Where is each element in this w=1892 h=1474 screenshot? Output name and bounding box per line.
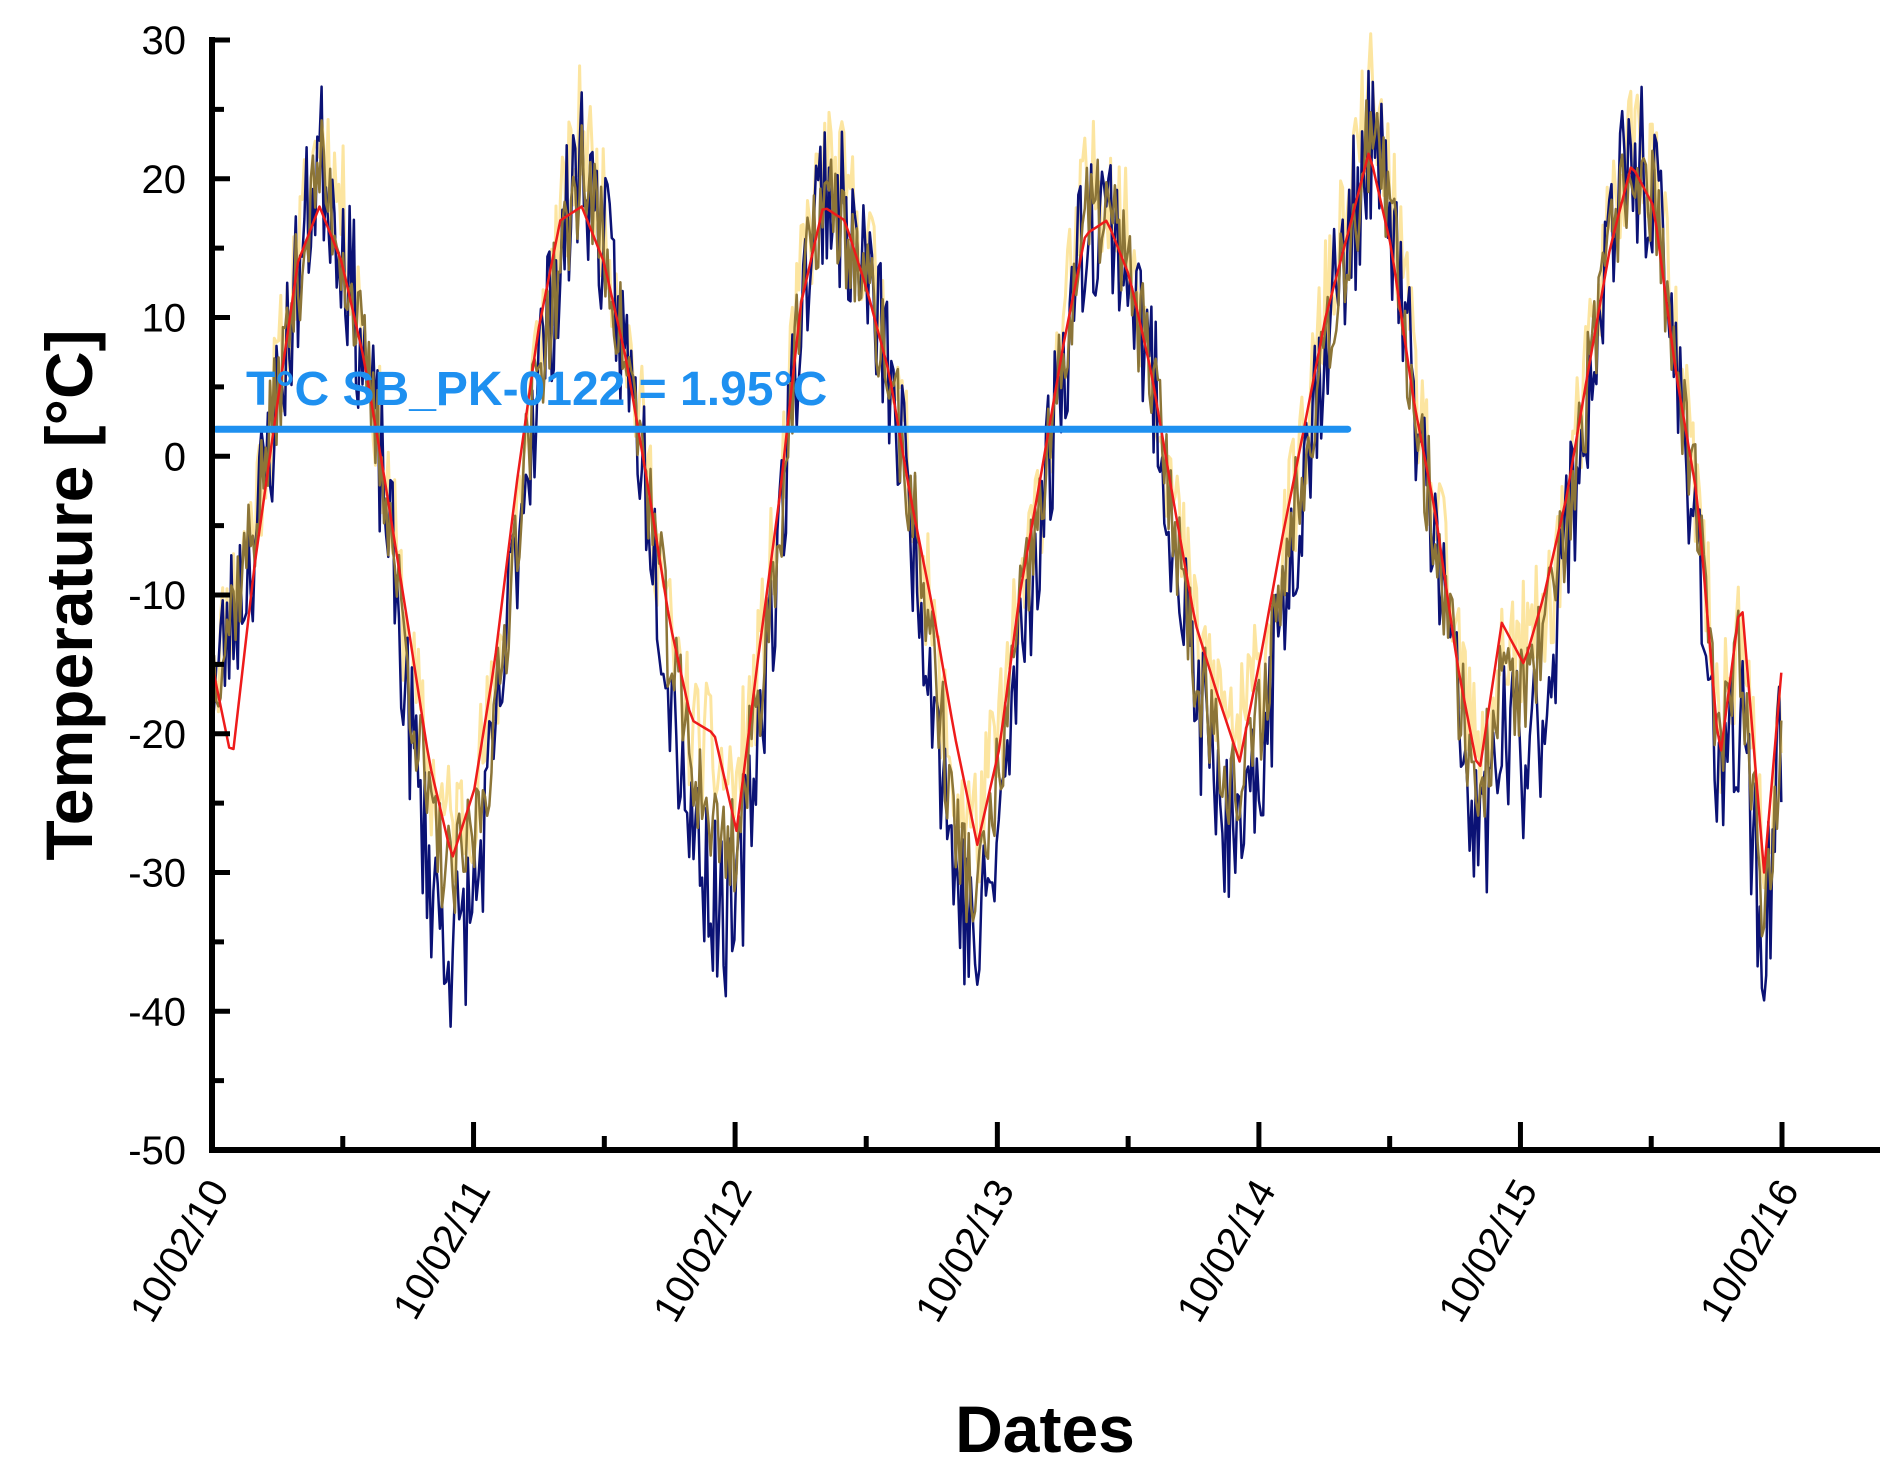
y-tick-label: -50 <box>128 1129 186 1173</box>
x-tick-label: 10/02/15 <box>1430 1173 1546 1330</box>
x-tick-label: 10/02/16 <box>1692 1173 1808 1330</box>
y-tick-label: -30 <box>128 852 186 896</box>
x-tick-label: 10/02/14 <box>1169 1173 1285 1330</box>
x-tick-label: 10/02/10 <box>122 1173 238 1330</box>
reference-label: T°C SB_PK-0122 = 1.95°C <box>246 363 827 416</box>
x-tick-label: 10/02/13 <box>907 1173 1023 1330</box>
y-tick-label: 0 <box>164 435 186 479</box>
series-daily <box>210 69 1783 1028</box>
annotation-layer: T°C SB_PK-0122 = 1.95°C <box>212 363 1352 433</box>
x-axis-title: Dates <box>955 1392 1135 1466</box>
y-tick-label: -10 <box>128 574 186 618</box>
series-smoothed <box>210 152 1783 874</box>
y-tick-label: 20 <box>142 158 187 202</box>
x-tick-label: 10/02/12 <box>645 1173 761 1330</box>
x-tick-label: 10/02/11 <box>385 1173 499 1327</box>
y-tick-label: 30 <box>142 19 187 63</box>
y-tick-label: 10 <box>142 297 187 341</box>
y-axis-title: Temperature [°C] <box>32 329 106 860</box>
y-tick-label: -20 <box>128 713 186 757</box>
y-tick-label: -40 <box>128 990 186 1034</box>
series-layer <box>210 32 1783 1028</box>
axes <box>209 37 1880 1153</box>
series-mid <box>210 99 1783 938</box>
